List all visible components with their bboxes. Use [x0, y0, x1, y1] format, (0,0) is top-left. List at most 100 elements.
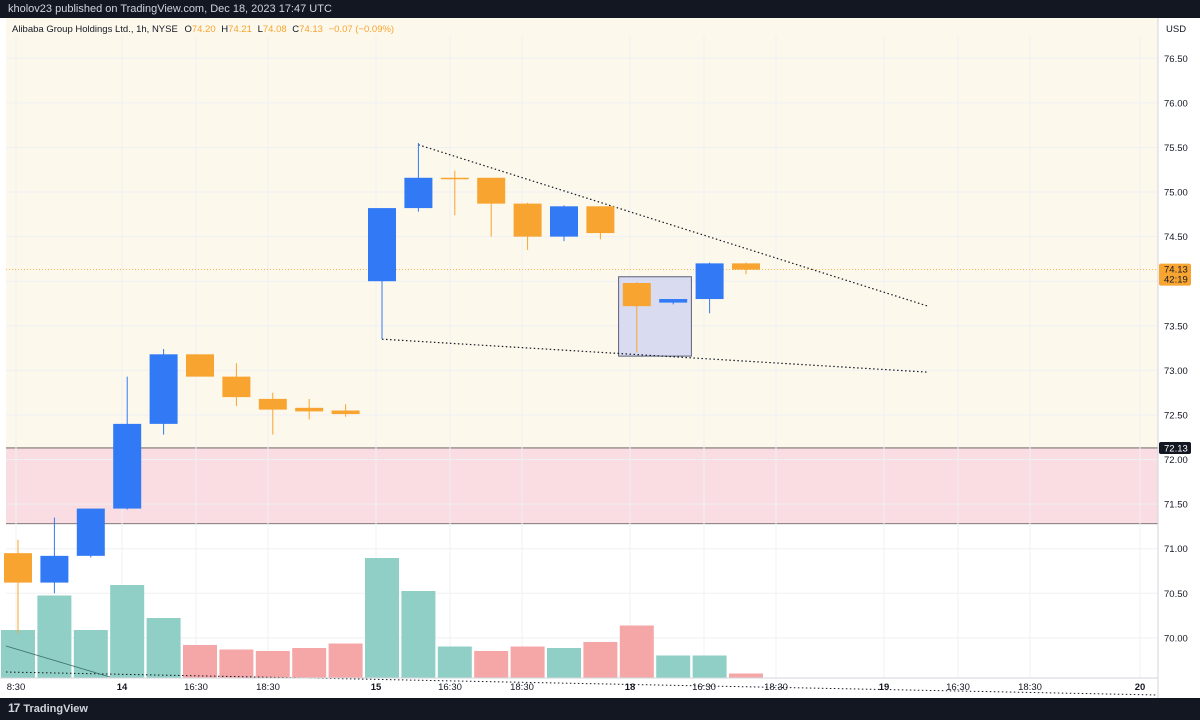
volume-bar — [510, 646, 545, 678]
candle[interactable] — [295, 398, 324, 420]
legend-c-label: C — [292, 24, 299, 35]
candle[interactable] — [113, 376, 142, 510]
candle-body — [40, 555, 69, 583]
volume-bar — [146, 618, 181, 678]
candle-body — [4, 553, 32, 583]
x-tick-label: 18:30 — [1018, 682, 1042, 693]
legend-o-label: O — [184, 24, 191, 35]
tradingview-logo[interactable]: 17 TradingView — [8, 701, 88, 715]
candle-body — [258, 398, 287, 410]
support-zone — [6, 447, 1158, 524]
candle-body — [659, 299, 688, 303]
candle[interactable] — [222, 363, 251, 407]
candle[interactable] — [40, 517, 69, 594]
volume-ma-line — [5, 645, 111, 678]
volume-bar — [656, 655, 691, 678]
legend-c-value: 74.13 — [299, 24, 323, 35]
candle-body — [76, 508, 105, 556]
candle[interactable] — [4, 539, 32, 634]
legend-l-label: L — [258, 24, 263, 35]
volume-bar — [292, 648, 327, 678]
x-tick-label: 20 — [1135, 682, 1146, 693]
volume-bar — [1, 630, 35, 678]
candle-body — [113, 423, 142, 509]
legend-h-value: 74.21 — [228, 24, 252, 35]
legend-l-value: 74.08 — [263, 24, 287, 35]
candle-body — [586, 206, 615, 234]
y-tick-label: 71.50 — [1164, 500, 1188, 511]
candle-body — [331, 410, 360, 415]
volume-bar — [219, 649, 254, 678]
chart-frame[interactable]: 76.5076.0075.5075.0074.5074.0073.5073.00… — [0, 18, 1200, 698]
level-price-label: 72.13 — [1164, 443, 1188, 454]
candle[interactable] — [258, 392, 287, 435]
candle[interactable] — [76, 508, 105, 558]
volume-bar — [583, 642, 618, 678]
candle[interactable] — [732, 262, 760, 275]
y-tick-label: 71.00 — [1164, 544, 1188, 555]
candle[interactable] — [331, 404, 360, 417]
chart-background-upper — [6, 18, 1158, 448]
candle[interactable] — [440, 170, 469, 216]
y-tick-label: 76.00 — [1164, 98, 1188, 109]
candle-body — [440, 177, 469, 180]
price-chart[interactable]: 76.5076.0075.5075.0074.5074.0073.5073.00… — [0, 18, 1200, 698]
legend-h-label: H — [221, 24, 228, 35]
candle[interactable] — [368, 208, 396, 340]
y-tick-label: 72.50 — [1164, 410, 1188, 421]
candle[interactable] — [477, 177, 506, 237]
candle-body — [513, 203, 542, 237]
x-tick-label: 16:30 — [692, 682, 716, 693]
volume-bar — [729, 673, 763, 678]
lower-trendline — [381, 338, 929, 373]
candle[interactable] — [659, 299, 688, 305]
volume-trendline — [5, 671, 1159, 696]
x-tick-label: 16:30 — [946, 682, 970, 693]
candle[interactable] — [622, 282, 651, 353]
candle-body — [222, 376, 251, 398]
x-tick-label: 18:30 — [764, 682, 788, 693]
x-tick-label: 18:30 — [256, 682, 280, 693]
volume-bar — [328, 643, 363, 678]
x-tick-label: 18 — [625, 682, 636, 693]
volume-bar — [37, 595, 72, 678]
candle[interactable] — [513, 202, 542, 250]
y-tick-label: 74.50 — [1164, 232, 1188, 243]
x-tick-label: 18:30 — [510, 682, 534, 693]
published-text: kholov23 published on TradingView.com, D… — [8, 3, 332, 15]
candle-body — [295, 407, 324, 412]
candle[interactable] — [695, 262, 724, 314]
level-price-badge — [1159, 441, 1191, 454]
candle-body — [622, 282, 651, 307]
brand-text: TradingView — [23, 703, 88, 715]
volume-bar — [73, 630, 108, 678]
candle-body — [550, 206, 578, 237]
x-tick-label: 16:30 — [438, 682, 462, 693]
y-tick-label: 70.50 — [1164, 589, 1188, 600]
highlight-box — [618, 276, 692, 357]
x-tick-label: 19 — [879, 682, 890, 693]
volume-bar — [183, 645, 217, 678]
currency-label: USD — [1166, 24, 1186, 35]
candle-body — [732, 263, 760, 270]
legend-o-value: 74.20 — [192, 24, 216, 35]
candle[interactable] — [550, 205, 578, 242]
x-tick-label: 14 — [117, 682, 128, 693]
legend-symbol: Alibaba Group Holdings Ltd., 1h, NYSE — [12, 24, 178, 35]
legend-change: −0.07 (−0.09%) — [329, 24, 395, 35]
volume-bar — [547, 648, 581, 678]
candle[interactable] — [404, 143, 433, 212]
candle-body — [404, 177, 433, 209]
volume-bar — [401, 591, 436, 678]
volume-bar — [365, 558, 399, 678]
y-tick-label: 75.00 — [1164, 188, 1188, 199]
volume-bar — [110, 585, 145, 678]
candle-body — [368, 208, 396, 282]
candle[interactable] — [586, 206, 615, 240]
candle[interactable] — [186, 354, 214, 377]
publish-header: kholov23 published on TradingView.com, D… — [0, 0, 1200, 18]
candle-body — [695, 263, 724, 300]
upper-trendline — [418, 144, 929, 307]
candle[interactable] — [149, 348, 178, 435]
volume-bar — [619, 625, 654, 678]
